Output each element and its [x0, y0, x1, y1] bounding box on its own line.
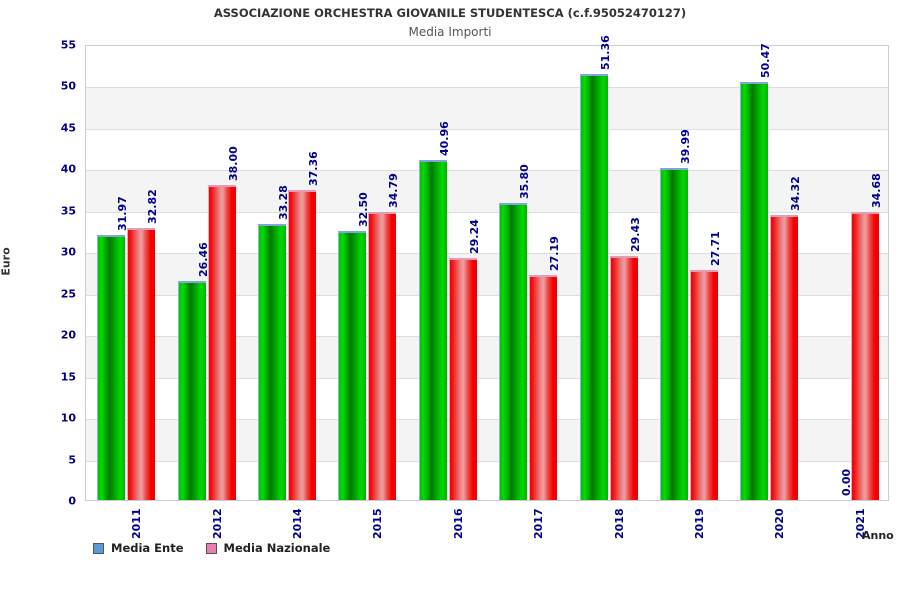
y-axis-tick-labels: 0 5 10 15 20 25 30 35 40 45 50 55 — [0, 39, 76, 508]
bar-value-label: 34.68 — [869, 173, 883, 209]
bar-media-nazionale[interactable] — [288, 190, 316, 500]
y-tick-label: 20 — [60, 328, 76, 342]
bar-value-label: 34.79 — [387, 172, 401, 208]
y-axis-title: Euro — [0, 247, 13, 276]
bar-media-ente[interactable] — [258, 224, 286, 500]
bar-media-ente[interactable] — [338, 230, 367, 500]
y-tick-label: 40 — [60, 162, 76, 176]
legend-swatch — [93, 542, 104, 554]
bar-media-nazionale[interactable] — [529, 274, 558, 500]
bar-value-label: 27.19 — [548, 235, 562, 271]
bar-media-nazionale[interactable] — [850, 212, 879, 500]
bar-value-label: 29.24 — [467, 218, 481, 254]
gridline — [86, 461, 888, 462]
gridline — [86, 170, 888, 171]
gridline — [86, 87, 888, 88]
bar-media-nazionale[interactable] — [690, 270, 718, 500]
legend-entry-media-nazionale[interactable]: Media Nazionale — [205, 541, 331, 555]
bar-media-nazionale[interactable] — [207, 184, 236, 500]
chart-legend: Media Ente Media Nazionale — [93, 541, 330, 555]
bar-value-label: 27.71 — [709, 231, 722, 267]
bar-value-label: 51.36 — [598, 35, 612, 71]
bar-media-ente[interactable] — [660, 168, 688, 500]
x-tick-label: 2017 — [532, 508, 546, 539]
bar-media-ente[interactable] — [579, 74, 608, 500]
bar-media-nazionale[interactable] — [368, 211, 397, 500]
x-tick-label: 2014 — [291, 508, 304, 539]
bar-value-label: 40.96 — [437, 121, 451, 157]
x-axis-title: Anno — [862, 529, 894, 542]
bar-media-ente[interactable] — [499, 203, 528, 500]
bar-value-label: 38.00 — [226, 146, 240, 181]
chart-subtitle: Media Importi — [408, 25, 492, 39]
y-tick-label: 0 — [68, 494, 76, 508]
bar-value-label: 39.99 — [679, 129, 692, 165]
x-tick-label: 2018 — [612, 508, 626, 539]
gridline — [86, 253, 888, 254]
bar-media-nazionale[interactable] — [448, 257, 477, 500]
bar-value-label: 50.47 — [759, 42, 773, 78]
chart-title: ASSOCIAZIONE ORCHESTRA GIOVANILE STUDENT… — [213, 6, 687, 20]
y-tick-label: 45 — [60, 121, 76, 135]
bar-media-ente[interactable] — [177, 280, 206, 500]
plot-area: 31.97 32.82 26.46 38.00 33.28 37.36 32.50 34.79… — [85, 35, 889, 501]
gridline — [86, 378, 888, 379]
y-tick-label: 25 — [60, 287, 76, 301]
gridline — [86, 212, 888, 213]
legend-label: Media Ente — [111, 541, 184, 555]
y-tick-label: 50 — [60, 79, 76, 93]
gridline — [86, 129, 888, 130]
y-tick-label: 55 — [60, 38, 76, 52]
legend-swatch — [205, 542, 217, 554]
bar-media-ente[interactable] — [740, 81, 769, 500]
bar-media-nazionale[interactable] — [127, 227, 156, 500]
bar-value-label: 29.43 — [628, 217, 642, 252]
gridline — [86, 336, 888, 337]
x-tick-label: 2012 — [210, 508, 224, 539]
y-tick-label: 15 — [60, 370, 76, 384]
bar-value-label: 31.97 — [116, 196, 130, 231]
bar-value-label: 37.36 — [307, 151, 320, 187]
legend-label: Media Nazionale — [223, 541, 331, 555]
bar-value-label: 32.82 — [146, 189, 160, 224]
bar-media-nazionale[interactable] — [770, 215, 799, 500]
y-tick-label: 35 — [60, 204, 76, 218]
x-tick-label: 2016 — [451, 508, 465, 539]
bar-value-label: 35.80 — [518, 164, 532, 200]
bar-value-label: 34.32 — [789, 176, 803, 212]
x-tick-label: 2019 — [693, 508, 706, 539]
y-tick-label: 10 — [60, 411, 76, 425]
y-tick-label: 30 — [60, 245, 76, 259]
bar-media-ente[interactable] — [97, 234, 126, 500]
y-tick-label: 5 — [68, 453, 76, 467]
gridline — [86, 295, 888, 296]
gridline — [86, 419, 888, 420]
x-tick-label: 2020 — [773, 508, 787, 539]
bar-media-ente[interactable] — [418, 160, 447, 500]
bar-media-nazionale[interactable] — [609, 256, 638, 500]
x-tick-label: 2011 — [130, 508, 144, 539]
legend-entry-media-ente[interactable]: Media Ente — [93, 541, 184, 555]
x-tick-label: 2015 — [371, 508, 385, 539]
